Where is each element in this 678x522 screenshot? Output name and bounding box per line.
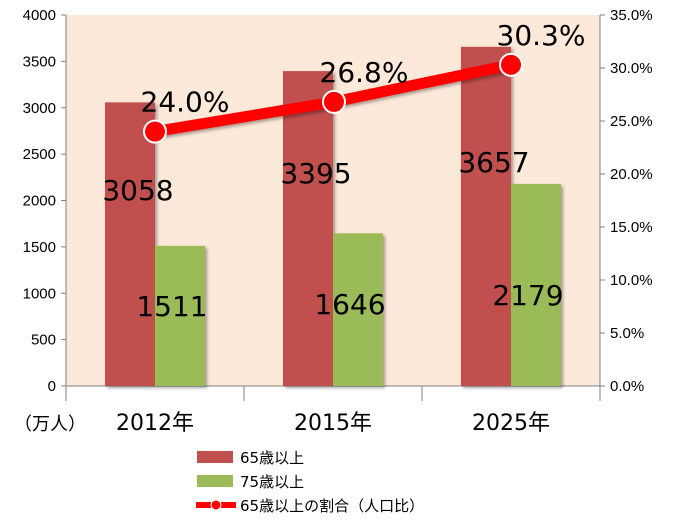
data-label-age65: 3058 <box>102 174 173 207</box>
y-left-tick-label: 1000 <box>23 285 56 302</box>
bar-age75 <box>511 183 561 386</box>
legend-label: 65歳以上 <box>240 449 304 467</box>
y-left-tick-label: 2000 <box>23 193 56 210</box>
y-left-tick-label: 4000 <box>23 7 56 24</box>
ratio-point <box>499 52 523 77</box>
x-axis-categories: 2012年 2015年 2025年 <box>116 411 550 436</box>
legend-point-swatch <box>210 499 222 511</box>
y-left-tick-label: 3000 <box>23 100 56 117</box>
ratio-point <box>143 119 167 144</box>
y-right-tick-label: 10.0% <box>610 272 653 289</box>
line-series <box>143 52 523 144</box>
bar-age65 <box>283 71 333 387</box>
y-right-tick-label: 0.0% <box>610 378 644 395</box>
y-right-tick-label: 25.0% <box>610 113 653 130</box>
x-category-label: 2025年 <box>472 411 550 436</box>
data-label-age75: 1511 <box>136 290 207 323</box>
y-left-tick-label: 1500 <box>23 239 56 256</box>
legend: 65歳以上 75歳以上 65歳以上の割合（人口比） <box>196 449 424 515</box>
y-axis-left: 0 500 1000 1500 2000 2500 3000 3500 4000 <box>23 7 601 401</box>
y-right-tick-label: 5.0% <box>610 325 644 342</box>
y-axis-right: 0.0% 5.0% 10.0% 15.0% 20.0% 25.0% 30.0% 35.0% <box>599 7 653 401</box>
data-label-age65: 3395 <box>280 157 351 190</box>
ratio-point <box>322 89 346 114</box>
data-label-ratio: 30.3% <box>497 19 586 52</box>
data-label-ratio: 24.0% <box>141 86 230 119</box>
y-axis-left-unit: （万人） <box>14 414 86 435</box>
bar-series <box>105 46 561 387</box>
y-right-tick-label: 15.0% <box>610 219 653 236</box>
bar-age75 <box>333 233 383 386</box>
y-right-tick-label: 35.0% <box>610 7 653 24</box>
data-label-age75: 1646 <box>314 288 385 321</box>
legend-label: 65歳以上の割合（人口比） <box>240 497 424 515</box>
bar-age65 <box>461 46 511 386</box>
data-label-age65: 3657 <box>458 146 529 179</box>
legend-swatch <box>197 451 233 463</box>
y-right-tick-label: 30.0% <box>610 60 653 77</box>
y-left-tick-label: 3500 <box>23 53 56 70</box>
x-category-label: 2015年 <box>294 411 372 436</box>
legend-label: 75歳以上 <box>240 473 304 491</box>
y-left-tick-label: 2500 <box>23 146 56 163</box>
y-right-tick-label: 20.0% <box>610 166 653 183</box>
x-category-label: 2012年 <box>116 411 194 436</box>
legend-swatch <box>197 475 233 487</box>
data-label-ratio: 26.8% <box>320 56 409 89</box>
bar-age75 <box>155 245 205 386</box>
data-labels: 3058 3395 3657 1511 1646 2179 24.0% 26.8% 30.3% <box>102 19 585 323</box>
y-left-tick-label: 500 <box>31 332 56 349</box>
y-left-tick-label: 0 <box>48 378 56 395</box>
bar-age65 <box>105 102 155 387</box>
data-label-age75: 2179 <box>492 279 563 312</box>
